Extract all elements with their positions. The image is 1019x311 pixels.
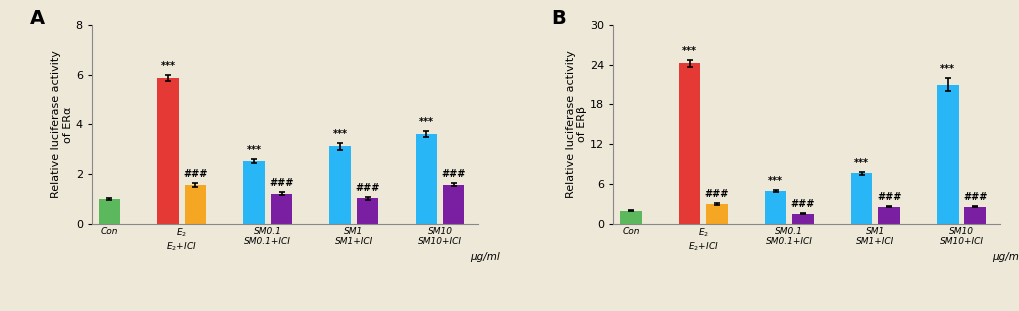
Bar bbox=[157, 78, 178, 224]
Bar bbox=[792, 214, 813, 224]
Text: B: B bbox=[551, 9, 566, 28]
Text: ###: ### bbox=[183, 169, 208, 179]
Bar bbox=[184, 185, 206, 224]
Bar bbox=[244, 161, 265, 224]
Text: ###: ### bbox=[876, 192, 901, 202]
Bar bbox=[877, 207, 899, 224]
Bar bbox=[620, 211, 641, 224]
Text: ###: ### bbox=[790, 199, 814, 209]
Text: ***: *** bbox=[160, 61, 175, 71]
Text: ***: *** bbox=[767, 176, 783, 186]
Text: ***: *** bbox=[419, 117, 433, 128]
Text: ***: *** bbox=[853, 158, 868, 168]
Y-axis label: Relative luciferase activity
of ERβ: Relative luciferase activity of ERβ bbox=[566, 50, 587, 198]
Text: μg/ml: μg/ml bbox=[470, 252, 499, 262]
Text: ###: ### bbox=[269, 178, 293, 188]
Bar bbox=[705, 204, 727, 224]
Text: ###: ### bbox=[441, 169, 466, 179]
Text: ###: ### bbox=[704, 189, 729, 199]
Text: ***: *** bbox=[940, 64, 955, 74]
Text: ***: *** bbox=[682, 46, 696, 56]
Bar bbox=[850, 174, 871, 224]
Bar bbox=[764, 191, 786, 224]
Bar bbox=[415, 134, 436, 224]
Text: ###: ### bbox=[962, 192, 986, 202]
Bar bbox=[99, 199, 120, 224]
Bar bbox=[963, 207, 985, 224]
Bar bbox=[442, 185, 464, 224]
Text: ***: *** bbox=[332, 128, 347, 139]
Y-axis label: Relative luciferase activity
of ERα: Relative luciferase activity of ERα bbox=[51, 50, 72, 198]
Bar bbox=[357, 198, 378, 224]
Bar bbox=[329, 146, 351, 224]
Bar bbox=[936, 85, 958, 224]
Text: A: A bbox=[30, 9, 45, 28]
Bar bbox=[270, 194, 292, 224]
Bar bbox=[679, 63, 700, 224]
Text: μg/ml: μg/ml bbox=[990, 252, 1019, 262]
Text: ###: ### bbox=[355, 183, 379, 193]
Text: ***: *** bbox=[247, 146, 262, 156]
